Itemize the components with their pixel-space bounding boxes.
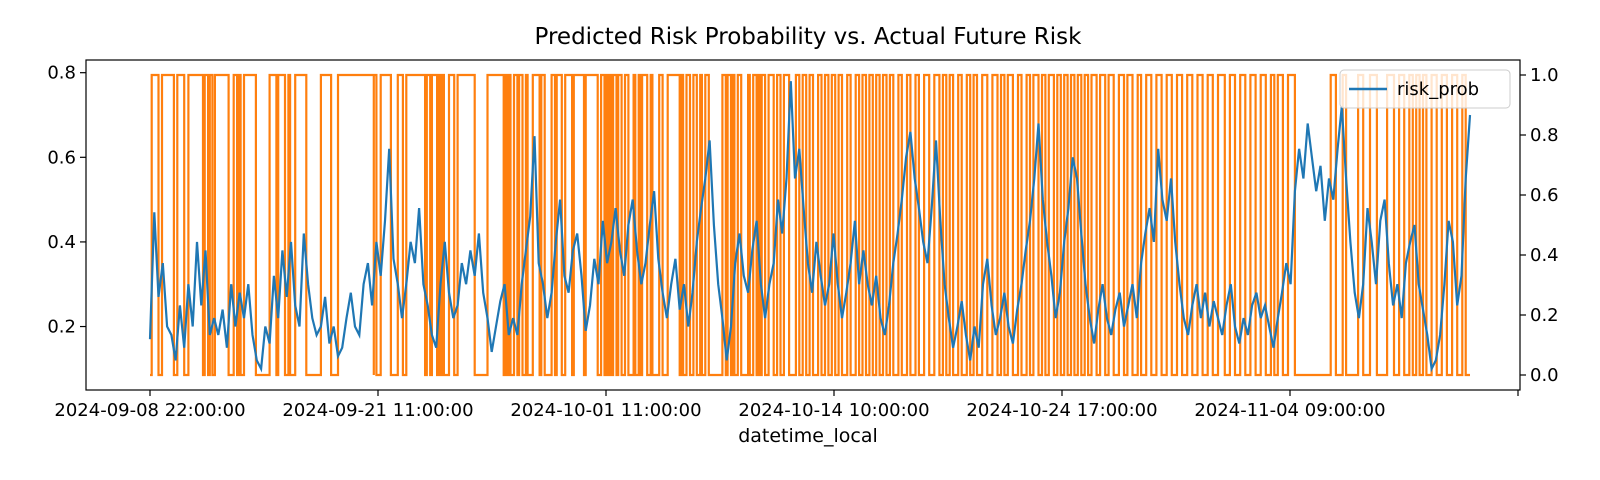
legend-box	[1339, 69, 1511, 109]
legend-label-risk-prob: risk_prob	[1397, 79, 1479, 100]
actual-risk-line	[150, 73, 1470, 377]
x-tick-label: 2024-10-14 10:00:00	[738, 400, 929, 421]
left-y-tick-label: 0.6	[47, 147, 76, 168]
x-axis: 2024-09-08 22:00:00 2024-09-21 11:00:00 20…	[54, 390, 1519, 421]
x-tick-label: 2024-10-24 17:00:00	[966, 400, 1157, 421]
x-tick-label: 2024-10-01 11:00:00	[510, 400, 701, 421]
series-layer	[148, 73, 1472, 377]
left-y-tick-label: 0.2	[47, 317, 76, 338]
plot-frame	[85, 59, 1521, 391]
x-tick-label: 2024-09-21 11:00:00	[282, 400, 473, 421]
x-axis-title: datetime_local	[738, 425, 878, 447]
right-y-axis: 0.0 0.2 0.4 0.6 0.8 1.0	[1520, 65, 1559, 386]
x-tick-label: 2024-09-08 22:00:00	[54, 400, 245, 421]
right-y-tick-label: 0.2	[1530, 305, 1559, 326]
x-tick-label: 2024-11-04 09:00:00	[1194, 400, 1385, 421]
right-y-tick-label: 1.0	[1530, 65, 1559, 86]
left-y-axis: 0.2 0.4 0.6 0.8	[47, 63, 86, 338]
chart-title: Predicted Risk Probability vs. Actual Fu…	[535, 24, 1083, 50]
risk-prob-line	[148, 81, 1472, 373]
right-y-tick-label: 0.0	[1530, 365, 1559, 386]
left-y-tick-label: 0.4	[47, 232, 76, 253]
right-y-tick-label: 0.4	[1530, 245, 1559, 266]
left-y-tick-label: 0.8	[47, 63, 76, 84]
legend: risk_prob	[1339, 69, 1511, 109]
right-y-tick-label: 0.8	[1530, 125, 1559, 146]
right-y-tick-label: 0.6	[1530, 185, 1559, 206]
